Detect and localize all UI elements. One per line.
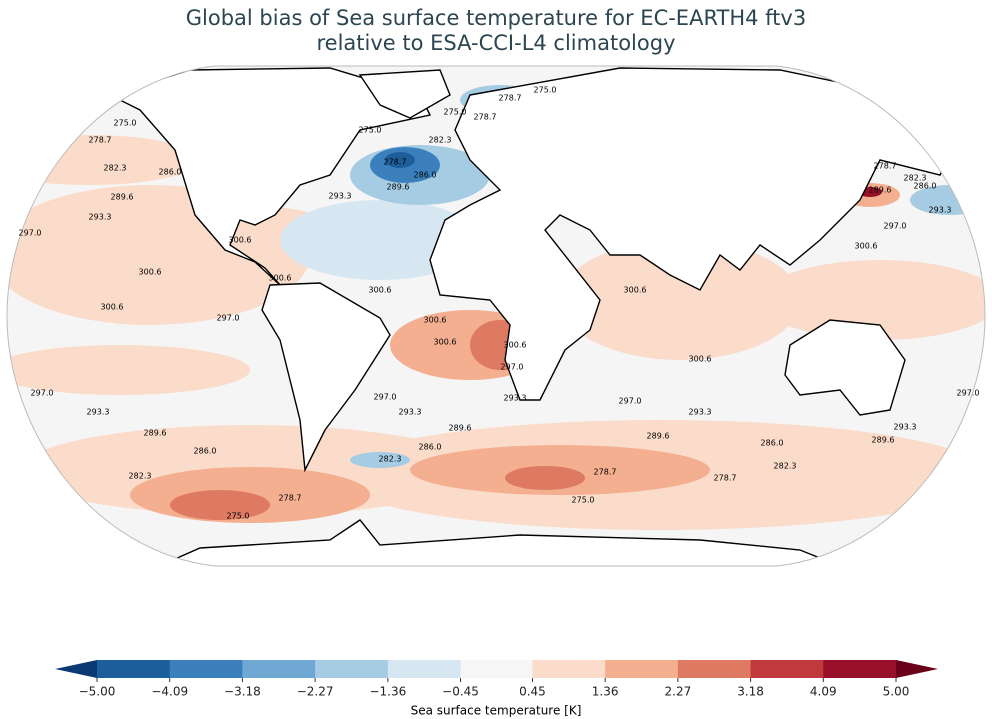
colorbar-tick-label: −3.18 <box>224 685 261 699</box>
contour-label: 275.0 <box>534 86 557 95</box>
contour-label: 300.6 <box>855 242 878 251</box>
contour-label: 278.7 <box>874 162 897 171</box>
colorbar-tick-label: −0.45 <box>442 685 479 699</box>
contour-label: 293.3 <box>504 394 527 403</box>
contour-label: 300.6 <box>424 316 447 325</box>
contour-label: 286.0 <box>419 443 442 452</box>
contour-label: 297.0 <box>31 389 54 398</box>
colorbar-tick-label: 4.09 <box>810 685 837 699</box>
contour-label: 300.6 <box>139 268 162 277</box>
colorbar-tick-label: 2.27 <box>665 685 692 699</box>
contour-label: 300.6 <box>624 286 647 295</box>
contour-label: 300.6 <box>229 236 252 245</box>
contour-label: 297.0 <box>374 393 397 402</box>
contour-label: 289.6 <box>144 429 167 438</box>
contour-label: 286.0 <box>914 182 937 191</box>
colorbar-tick-label: −1.36 <box>369 685 406 699</box>
contour-label: 289.6 <box>449 424 472 433</box>
contour-label: 297.0 <box>884 222 907 231</box>
contour-label: 297.0 <box>957 389 980 398</box>
contour-label: 297.0 <box>501 363 524 372</box>
contour-label: 300.6 <box>689 355 712 364</box>
contour-label: 275.0 <box>359 126 382 135</box>
contour-label: 293.3 <box>894 423 917 432</box>
contour-label: 286.0 <box>761 439 784 448</box>
contour-label: 275.0 <box>227 512 250 521</box>
colorbar-segment <box>823 660 897 678</box>
colorbar-segment <box>677 660 752 678</box>
contour-label: 293.3 <box>329 192 352 201</box>
contour-label: 286.0 <box>414 171 437 180</box>
contour-label: 275.0 <box>114 119 137 128</box>
contour-label: 289.6 <box>111 193 134 202</box>
contour-label: 278.7 <box>499 94 522 103</box>
contour-label: 297.0 <box>619 397 642 406</box>
contour-label: 286.0 <box>159 168 182 177</box>
contour-label: 282.3 <box>129 472 152 481</box>
contour-label: 293.3 <box>89 213 112 222</box>
contour-label: 286.0 <box>194 447 217 456</box>
contour-label: 300.6 <box>369 286 392 295</box>
title-line: Global bias of Sea surface temperature f… <box>186 6 806 30</box>
contour-label: 289.6 <box>647 432 670 441</box>
colorbar-segment <box>532 660 606 678</box>
land <box>108 67 961 566</box>
contour-label: 297.0 <box>19 229 42 238</box>
colorbar-over <box>896 660 938 678</box>
colorbar-segment <box>605 660 679 678</box>
contour-label: 293.3 <box>689 408 712 417</box>
colorbar-tick-label: −2.27 <box>297 685 334 699</box>
colorbar-tick-label: 5.00 <box>883 685 910 699</box>
title-line: relative to ESA-CCI-L4 climatology <box>316 31 675 55</box>
contour-label: 300.6 <box>101 303 124 312</box>
contour-label: 293.3 <box>929 206 952 215</box>
colorbar-label: Sea surface temperature [K] <box>411 704 582 718</box>
contour-label: 275.0 <box>444 108 467 117</box>
contour-label: 275.0 <box>572 496 595 505</box>
contour-label: 300.6 <box>504 341 527 350</box>
map-border <box>6 65 986 567</box>
contour-label: 289.6 <box>872 436 895 445</box>
contour-label: 278.7 <box>714 474 737 483</box>
colorbar-under <box>55 660 97 678</box>
colorbar-segment <box>460 660 533 678</box>
contour-label: 278.7 <box>474 113 497 122</box>
colorbar-tick-label: −4.09 <box>151 685 188 699</box>
contour-label: 289.6 <box>869 186 892 195</box>
colorbar-segment <box>242 660 316 678</box>
contour-label: 300.6 <box>434 338 457 347</box>
colorbar-segment <box>387 660 462 678</box>
colorbar: −5.00 −4.09 −3.18 −2.27 −1.36 −0.45 0.45 1.36 2.… <box>55 660 938 699</box>
contour-label: 297.0 <box>217 314 240 323</box>
colorbar-segment <box>315 660 389 678</box>
contour-label: 278.7 <box>279 494 302 503</box>
contour-label: 300.6 <box>269 274 292 283</box>
contour-label: 289.6 <box>387 183 410 192</box>
contour-label: 278.7 <box>594 468 617 477</box>
contour-label: 293.3 <box>399 408 422 417</box>
contour-label: 282.3 <box>104 164 127 173</box>
contour-label: 278.7 <box>384 158 407 167</box>
contour-label: 278.7 <box>89 136 112 145</box>
contour-label: 282.3 <box>429 136 452 145</box>
contour-label: 282.3 <box>379 455 402 464</box>
colorbar-segment <box>169 660 243 678</box>
contour-label: 293.3 <box>87 408 110 417</box>
colorbar-segment <box>97 660 171 678</box>
colorbar-tick-label: 1.36 <box>592 685 619 699</box>
colorbar-tick-label: 0.45 <box>519 685 546 699</box>
colorbar-tick-label: −5.00 <box>79 685 116 699</box>
colorbar-segment <box>750 660 824 678</box>
contour-label: 282.3 <box>774 462 797 471</box>
contour-label: 282.3 <box>904 174 927 183</box>
colorbar-tick-label: 3.18 <box>737 685 764 699</box>
